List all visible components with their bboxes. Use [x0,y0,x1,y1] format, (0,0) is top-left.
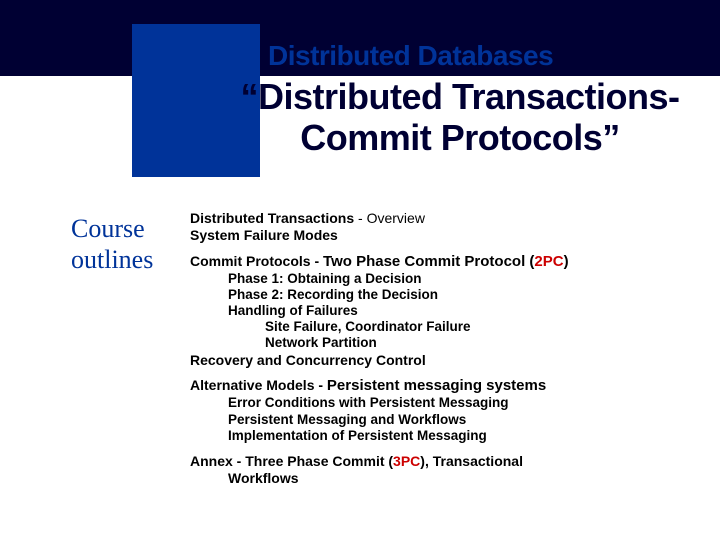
outline-line: Alternative Models - Persistent messagin… [190,377,710,395]
text-red: 2PC [534,253,563,270]
text-bold: Distributed Transactions [190,210,354,226]
text: ) [564,253,569,270]
text: Commit Protocols - [190,253,323,269]
title-text: Distributed Transactions-Commit Protocol… [258,76,680,158]
text-emph: Persistent messaging systems [327,377,546,394]
outline-line: Handling of Failures [190,303,710,319]
outline-section-1: Distributed Transactions - Overview Syst… [190,210,710,244]
outline-section-4: Annex - Three Phase Commit (3PC), Transa… [190,453,710,487]
text-emph: Two Phase Commit Protocol ( [323,253,534,270]
outline-line: Annex - Three Phase Commit (3PC), Transa… [190,453,710,470]
slide-title: “Distributed Transactions-Commit Protoco… [200,76,720,159]
outline-line: Commit Protocols - Two Phase Commit Prot… [190,253,710,271]
outline-line: Workflows [190,470,710,487]
outline-section-2: Commit Protocols - Two Phase Commit Prot… [190,253,710,369]
title-open-quote: “ [240,76,258,117]
text-red: 3PC [393,453,420,469]
outline-line: System Failure Modes [190,227,710,244]
outline-line: Network Partition [190,335,710,351]
outline-line: Error Conditions with Persistent Messagi… [190,395,710,411]
outline-line: Persistent Messaging and Workflows [190,412,710,428]
outline-section-3: Alternative Models - Persistent messagin… [190,377,710,444]
outline-line: Phase 1: Obtaining a Decision [190,271,710,287]
outline-line: Distributed Transactions - Overview [190,210,710,227]
sidebar-label: Course outlines [71,213,153,275]
outline-line: Phase 2: Recording the Decision [190,287,710,303]
sidebar-line1: Course [71,213,153,244]
text: - Overview [354,210,425,226]
text: ), Transactional [420,453,523,469]
sidebar-line2: outlines [71,244,153,275]
outline-body: Distributed Transactions - Overview Syst… [190,210,710,495]
text: Annex - Three Phase Commit ( [190,453,393,469]
outline-line: Recovery and Concurrency Control [190,352,710,369]
outline-line: Site Failure, Coordinator Failure [190,319,710,335]
header-overline: Distributed Databases [268,40,553,72]
outline-line: Implementation of Persistent Messaging [190,428,710,444]
text: Alternative Models - [190,377,327,393]
